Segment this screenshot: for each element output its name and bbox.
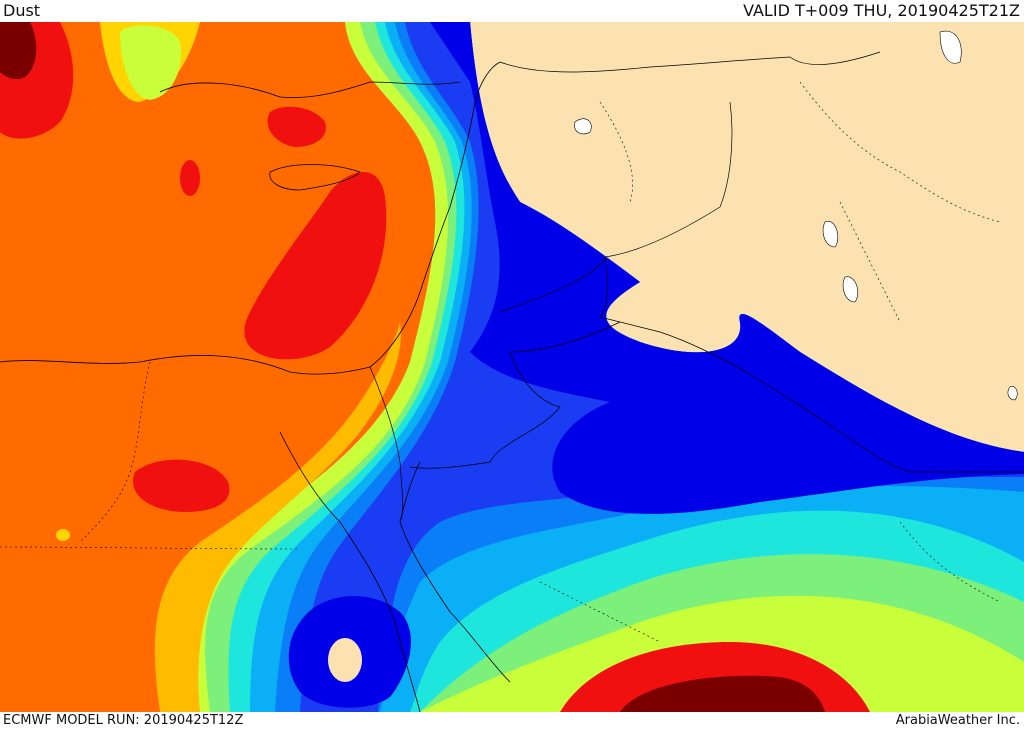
lakes xyxy=(574,30,1018,401)
band-yellow-west xyxy=(154,322,401,712)
borders xyxy=(369,51,1024,523)
dust-core-red-central xyxy=(244,172,387,360)
credit-label: ArabiaWeather Inc. xyxy=(895,713,1020,728)
dust-core-yellow-small xyxy=(56,529,70,541)
dust-core-darkred-southeast xyxy=(620,675,825,712)
dust-map xyxy=(0,22,1024,712)
valid-time-label: VALID T+009 THU, 20190425T21Z xyxy=(743,1,1020,20)
product-title: Dust xyxy=(3,1,41,20)
clear-spot-south-2 xyxy=(328,638,362,682)
land-area-northeast xyxy=(470,22,1024,452)
dust-core-darkred-northwest xyxy=(0,22,37,80)
dust-core-red-small xyxy=(180,160,200,196)
top-bar: Dust VALID T+009 THU, 20190425T21Z xyxy=(0,0,1024,22)
dust-core-red-west xyxy=(133,459,230,512)
dust-core-red-cyprus xyxy=(267,106,326,147)
model-run-label: ECMWF MODEL RUN: 20190425T12Z xyxy=(3,713,244,728)
band-yellow-green-nw xyxy=(120,25,181,100)
coastlines xyxy=(0,61,511,712)
band-dark-blue xyxy=(430,22,1024,514)
bottom-bar: ECMWF MODEL RUN: 20190425T12Z ArabiaWeat… xyxy=(0,712,1024,729)
regional-boundaries xyxy=(0,81,1001,643)
